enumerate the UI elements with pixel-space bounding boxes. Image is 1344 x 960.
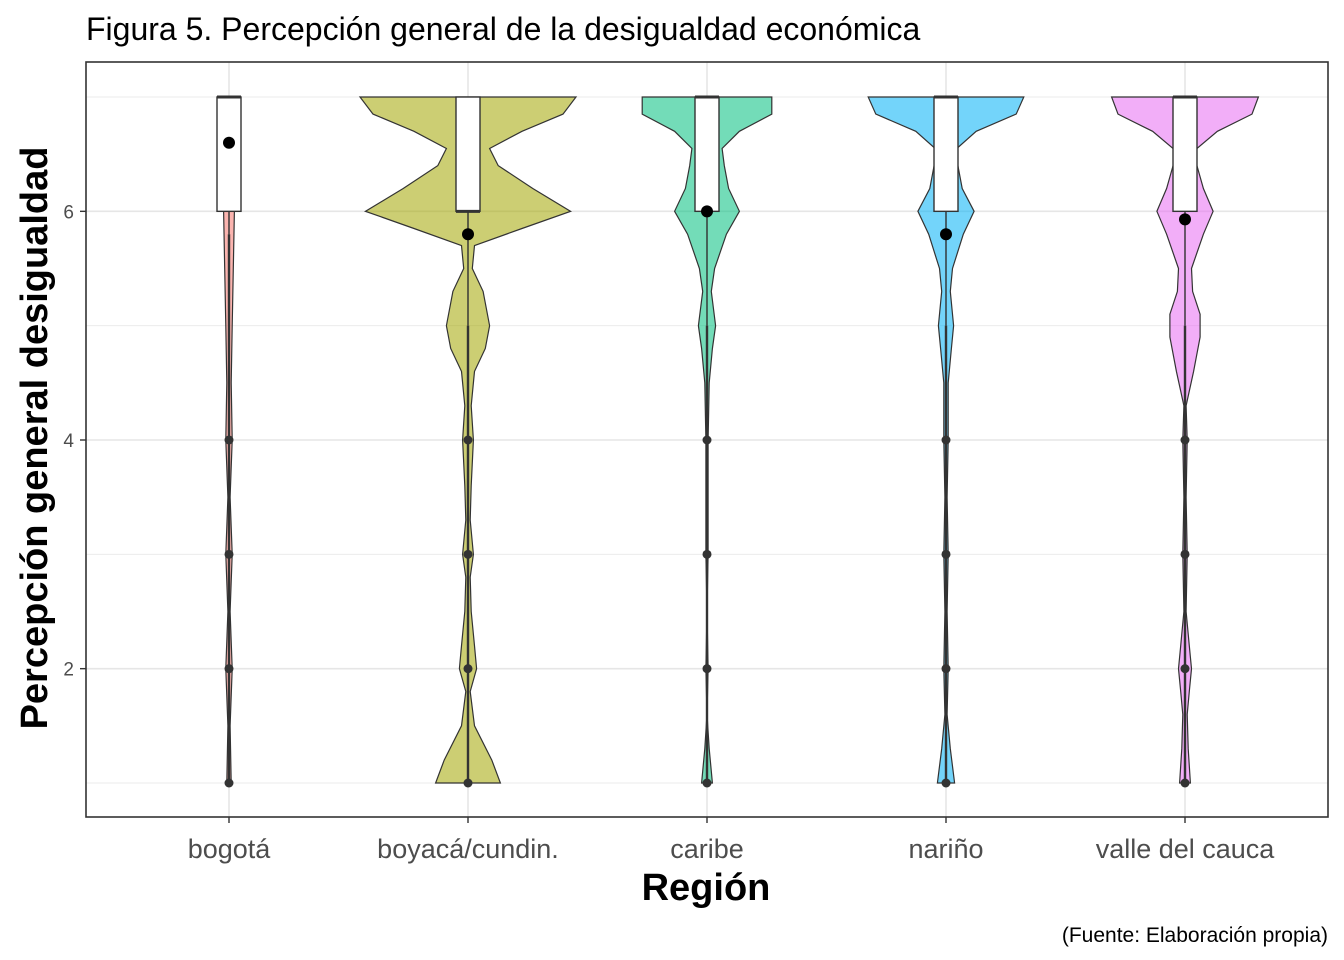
mean-point-4 [1179, 213, 1191, 226]
outlier-point [702, 549, 712, 559]
outlier-point [224, 664, 234, 674]
mean-point-2 [701, 205, 713, 218]
outlier-point [463, 664, 473, 674]
chart-title: Figura 5. Percepción general de la desig… [86, 11, 921, 47]
y-tick-label: 6 [63, 202, 74, 223]
outlier-point [1180, 664, 1190, 674]
outlier-point [702, 778, 712, 788]
x-tick-label: bogotá [188, 834, 272, 864]
outlier-point [941, 778, 951, 788]
chart-caption: (Fuente: Elaboración propia) [1062, 924, 1328, 947]
mean-point-0 [223, 136, 235, 149]
outlier-point [941, 435, 951, 445]
box-1 [455, 96, 481, 213]
y-axis-title: Percepción general desigualdad [14, 147, 56, 730]
outlier-point [1180, 435, 1190, 445]
outlier-point [941, 549, 951, 559]
box-4 [1172, 96, 1198, 213]
outlier-point [224, 778, 234, 788]
outlier-point [941, 664, 951, 674]
x-tick-label: valle del cauca [1096, 834, 1276, 864]
box-3 [933, 96, 959, 213]
y-tick-label: 2 [63, 660, 74, 681]
x-tick-label: caribe [670, 834, 744, 864]
x-tick-label: nariño [908, 834, 983, 864]
outlier-point [1180, 778, 1190, 788]
x-tick-label: boyacá/cundin. [377, 834, 559, 864]
outlier-point [463, 778, 473, 788]
plot-area: 2 4 6 bogotá boyacá/cundin. caribe nariño valle… [63, 61, 1329, 864]
box-0 [216, 96, 242, 213]
outlier-point [702, 664, 712, 674]
y-tick-label: 4 [63, 431, 74, 452]
outlier-point [1180, 549, 1190, 559]
outlier-point [463, 435, 473, 445]
x-axis-title: Región [642, 867, 771, 909]
outlier-point [224, 549, 234, 559]
mean-point-3 [940, 228, 952, 241]
box-2 [694, 96, 720, 213]
outlier-point [702, 435, 712, 445]
outlier-point [224, 435, 234, 445]
mean-point-1 [462, 228, 474, 241]
outlier-point [463, 549, 473, 559]
